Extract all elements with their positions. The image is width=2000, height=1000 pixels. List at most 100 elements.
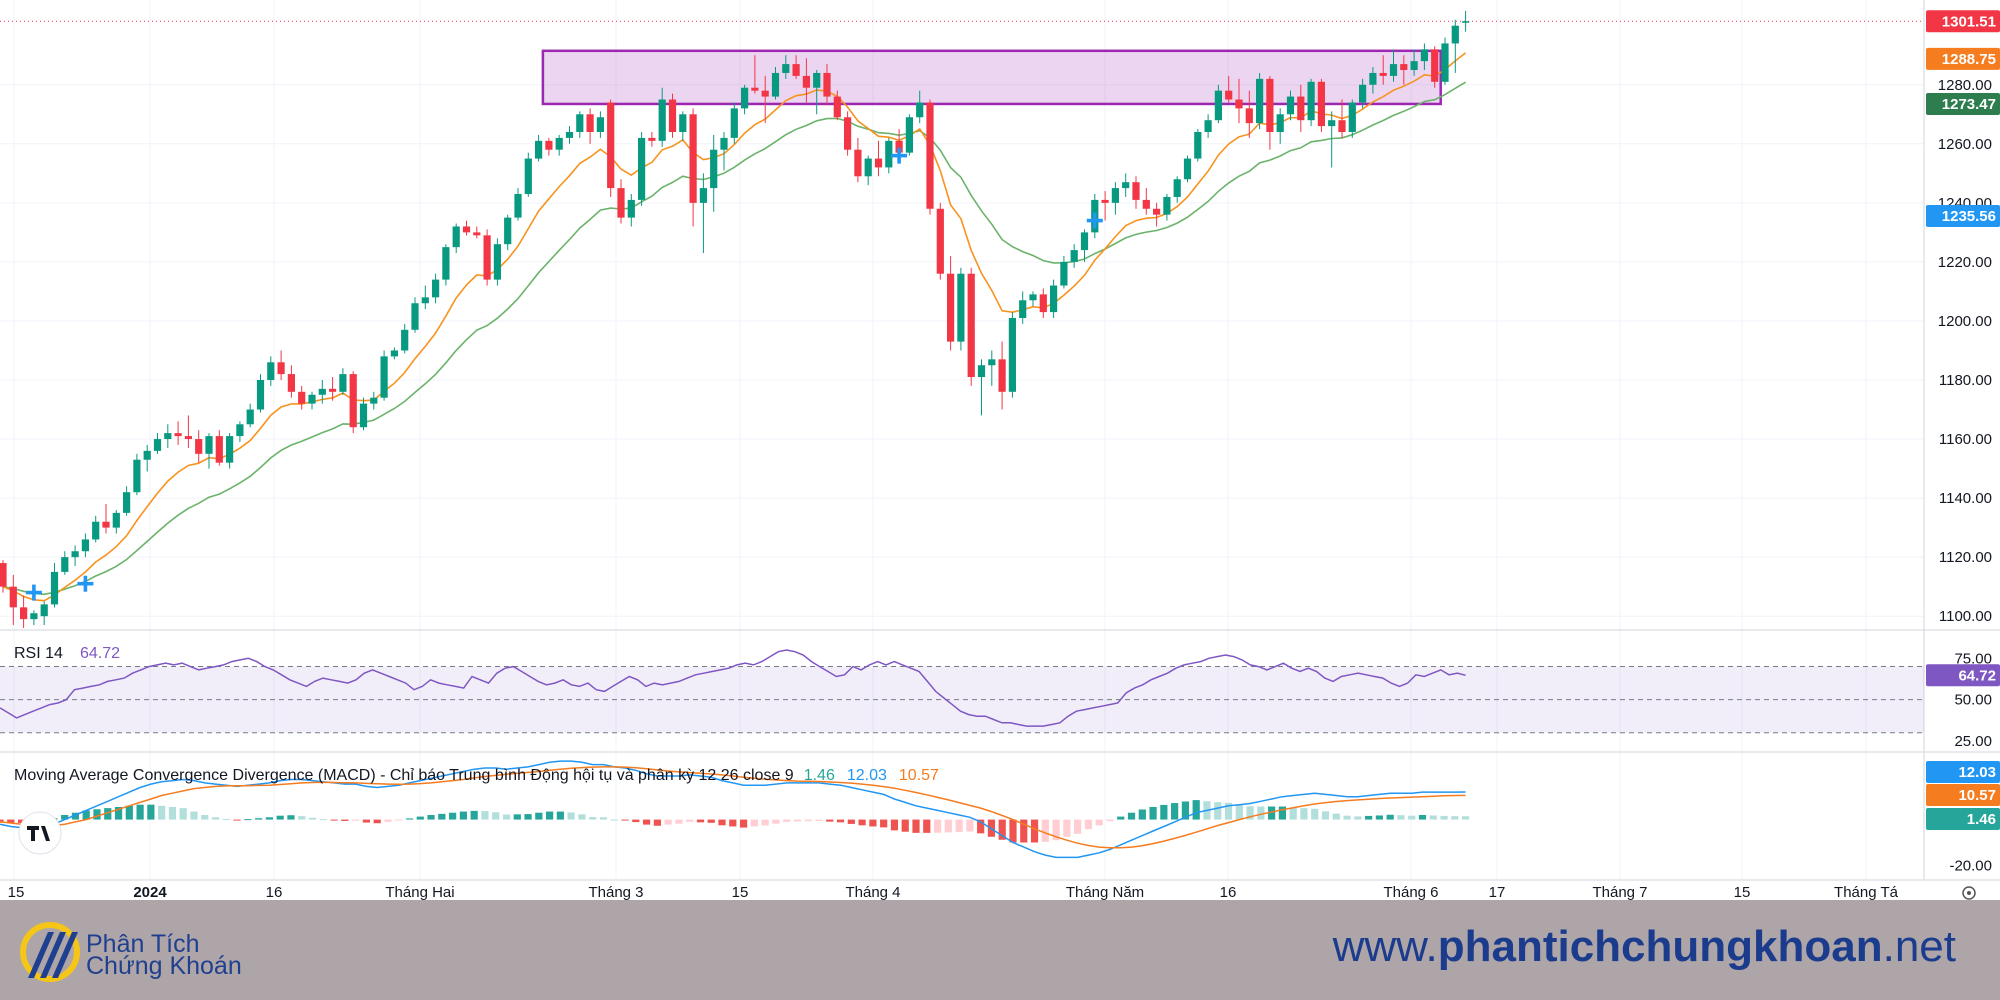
tradingview-logo-icon[interactable] — [18, 811, 62, 855]
macd-histogram-bar — [675, 819, 683, 824]
settings-icon[interactable] — [1962, 886, 1976, 900]
candle-body — [771, 72, 780, 97]
candle-body — [905, 117, 913, 153]
price-tag-value: 1273.47 — [1942, 96, 1996, 113]
macd-tag: 12.03 — [1926, 761, 2000, 783]
candle-body — [1369, 72, 1377, 85]
candle-body — [1204, 120, 1212, 132]
candle — [1194, 129, 1202, 162]
macd-histogram-bar — [535, 812, 543, 820]
candle-body — [874, 158, 883, 168]
candle — [308, 391, 316, 410]
candle-body — [184, 436, 192, 440]
macd-histogram-bar — [449, 812, 457, 820]
candle — [514, 188, 522, 221]
macd-histogram-bar — [977, 819, 985, 834]
candle — [1050, 279, 1058, 318]
candle — [1359, 78, 1367, 109]
macd-histogram-bar — [1041, 819, 1049, 842]
macd-histogram-bar — [750, 819, 758, 827]
macd-histogram-bar — [17, 819, 26, 824]
candle — [1307, 78, 1315, 127]
candle-body — [1080, 232, 1089, 251]
candle-body — [1194, 132, 1202, 159]
macd-histogram-bar — [1084, 819, 1093, 830]
candle-body — [195, 439, 203, 454]
candle — [802, 58, 810, 103]
candle-body — [40, 604, 48, 617]
candle — [545, 137, 553, 156]
macd-histogram-bar — [793, 819, 802, 822]
website-link[interactable]: www.phantichchungkhoan.net — [1333, 922, 1956, 972]
brand-name: Phân Tích Chứng Khoán — [86, 932, 242, 979]
macd-histogram-bar — [1095, 819, 1103, 826]
candle — [1297, 84, 1305, 132]
candle — [1389, 49, 1398, 82]
macd-histogram-bar — [1181, 801, 1190, 820]
macd-histogram-bar — [880, 819, 888, 828]
candle-body — [1153, 208, 1161, 215]
marker-bar — [1093, 212, 1097, 229]
macd-histogram-bar — [492, 812, 500, 820]
macd-histogram-bar — [556, 811, 564, 820]
candle-body — [92, 521, 100, 540]
macd-histogram-bar — [1117, 816, 1125, 820]
candle — [730, 102, 738, 144]
candle — [329, 377, 337, 401]
candle — [473, 226, 481, 239]
candle-body — [648, 137, 656, 141]
candle — [1214, 84, 1222, 124]
candle — [40, 601, 48, 626]
site-prefix: www. — [1332, 922, 1438, 971]
candle — [452, 223, 460, 254]
macd-histogram-bar — [211, 817, 220, 820]
candle — [411, 297, 419, 333]
macd-histogram-bar — [1149, 806, 1157, 820]
time-tick-label: 15 — [8, 884, 25, 900]
candle-body — [1132, 182, 1140, 200]
macd-histogram-bar — [1386, 814, 1394, 820]
buy-signal-marker — [891, 147, 908, 164]
candle-body — [267, 362, 275, 380]
candle — [751, 55, 759, 94]
price-tick-label: 1220.00 — [1938, 254, 1992, 271]
candle-body — [916, 102, 924, 118]
candle — [462, 220, 471, 236]
macd-tag-bg — [1926, 808, 2000, 830]
candle — [1245, 90, 1253, 138]
moving-averages — [2, 52, 1467, 602]
candle — [885, 137, 893, 174]
footer-banner: Phân Tích Chứng Khoán www.phantichchungk… — [0, 900, 2000, 1000]
candle — [339, 368, 347, 395]
candle-body — [802, 75, 810, 88]
candle-body — [668, 99, 677, 132]
candle-body — [545, 140, 553, 150]
candle — [349, 371, 357, 434]
candle-body — [0, 563, 7, 587]
macd-histogram-bar — [1343, 815, 1351, 820]
stock-chart[interactable]: 1100.00 1120.00 1140.00 1160.00 1180.00 1200.… — [0, 0, 2000, 900]
candle — [1379, 55, 1387, 85]
macd-histogram-bar — [158, 805, 166, 820]
macd-histogram-bar — [858, 819, 866, 826]
macd-histogram-bar — [319, 819, 327, 821]
candle — [164, 424, 172, 448]
candle — [535, 134, 543, 162]
candle-body — [1070, 250, 1078, 262]
candle-body — [751, 87, 759, 91]
candle — [1328, 111, 1336, 168]
candle — [1111, 182, 1119, 215]
price-tick-label: 1180.00 — [1939, 372, 1992, 389]
resistance-zone — [0, 20, 1924, 106]
price-tag-bg — [1926, 93, 2000, 116]
marker-bar — [32, 584, 36, 601]
macd-histogram-bar — [1160, 804, 1168, 820]
candle-body — [936, 208, 944, 274]
price-tag-value: 1235.56 — [1942, 208, 1996, 225]
candle-body — [1307, 81, 1315, 121]
time-tick-label: 15 — [732, 884, 749, 900]
candle — [81, 533, 89, 558]
candle-body — [627, 199, 635, 218]
macd-histogram-bar — [298, 816, 306, 820]
macd-histogram-bar — [362, 819, 370, 823]
